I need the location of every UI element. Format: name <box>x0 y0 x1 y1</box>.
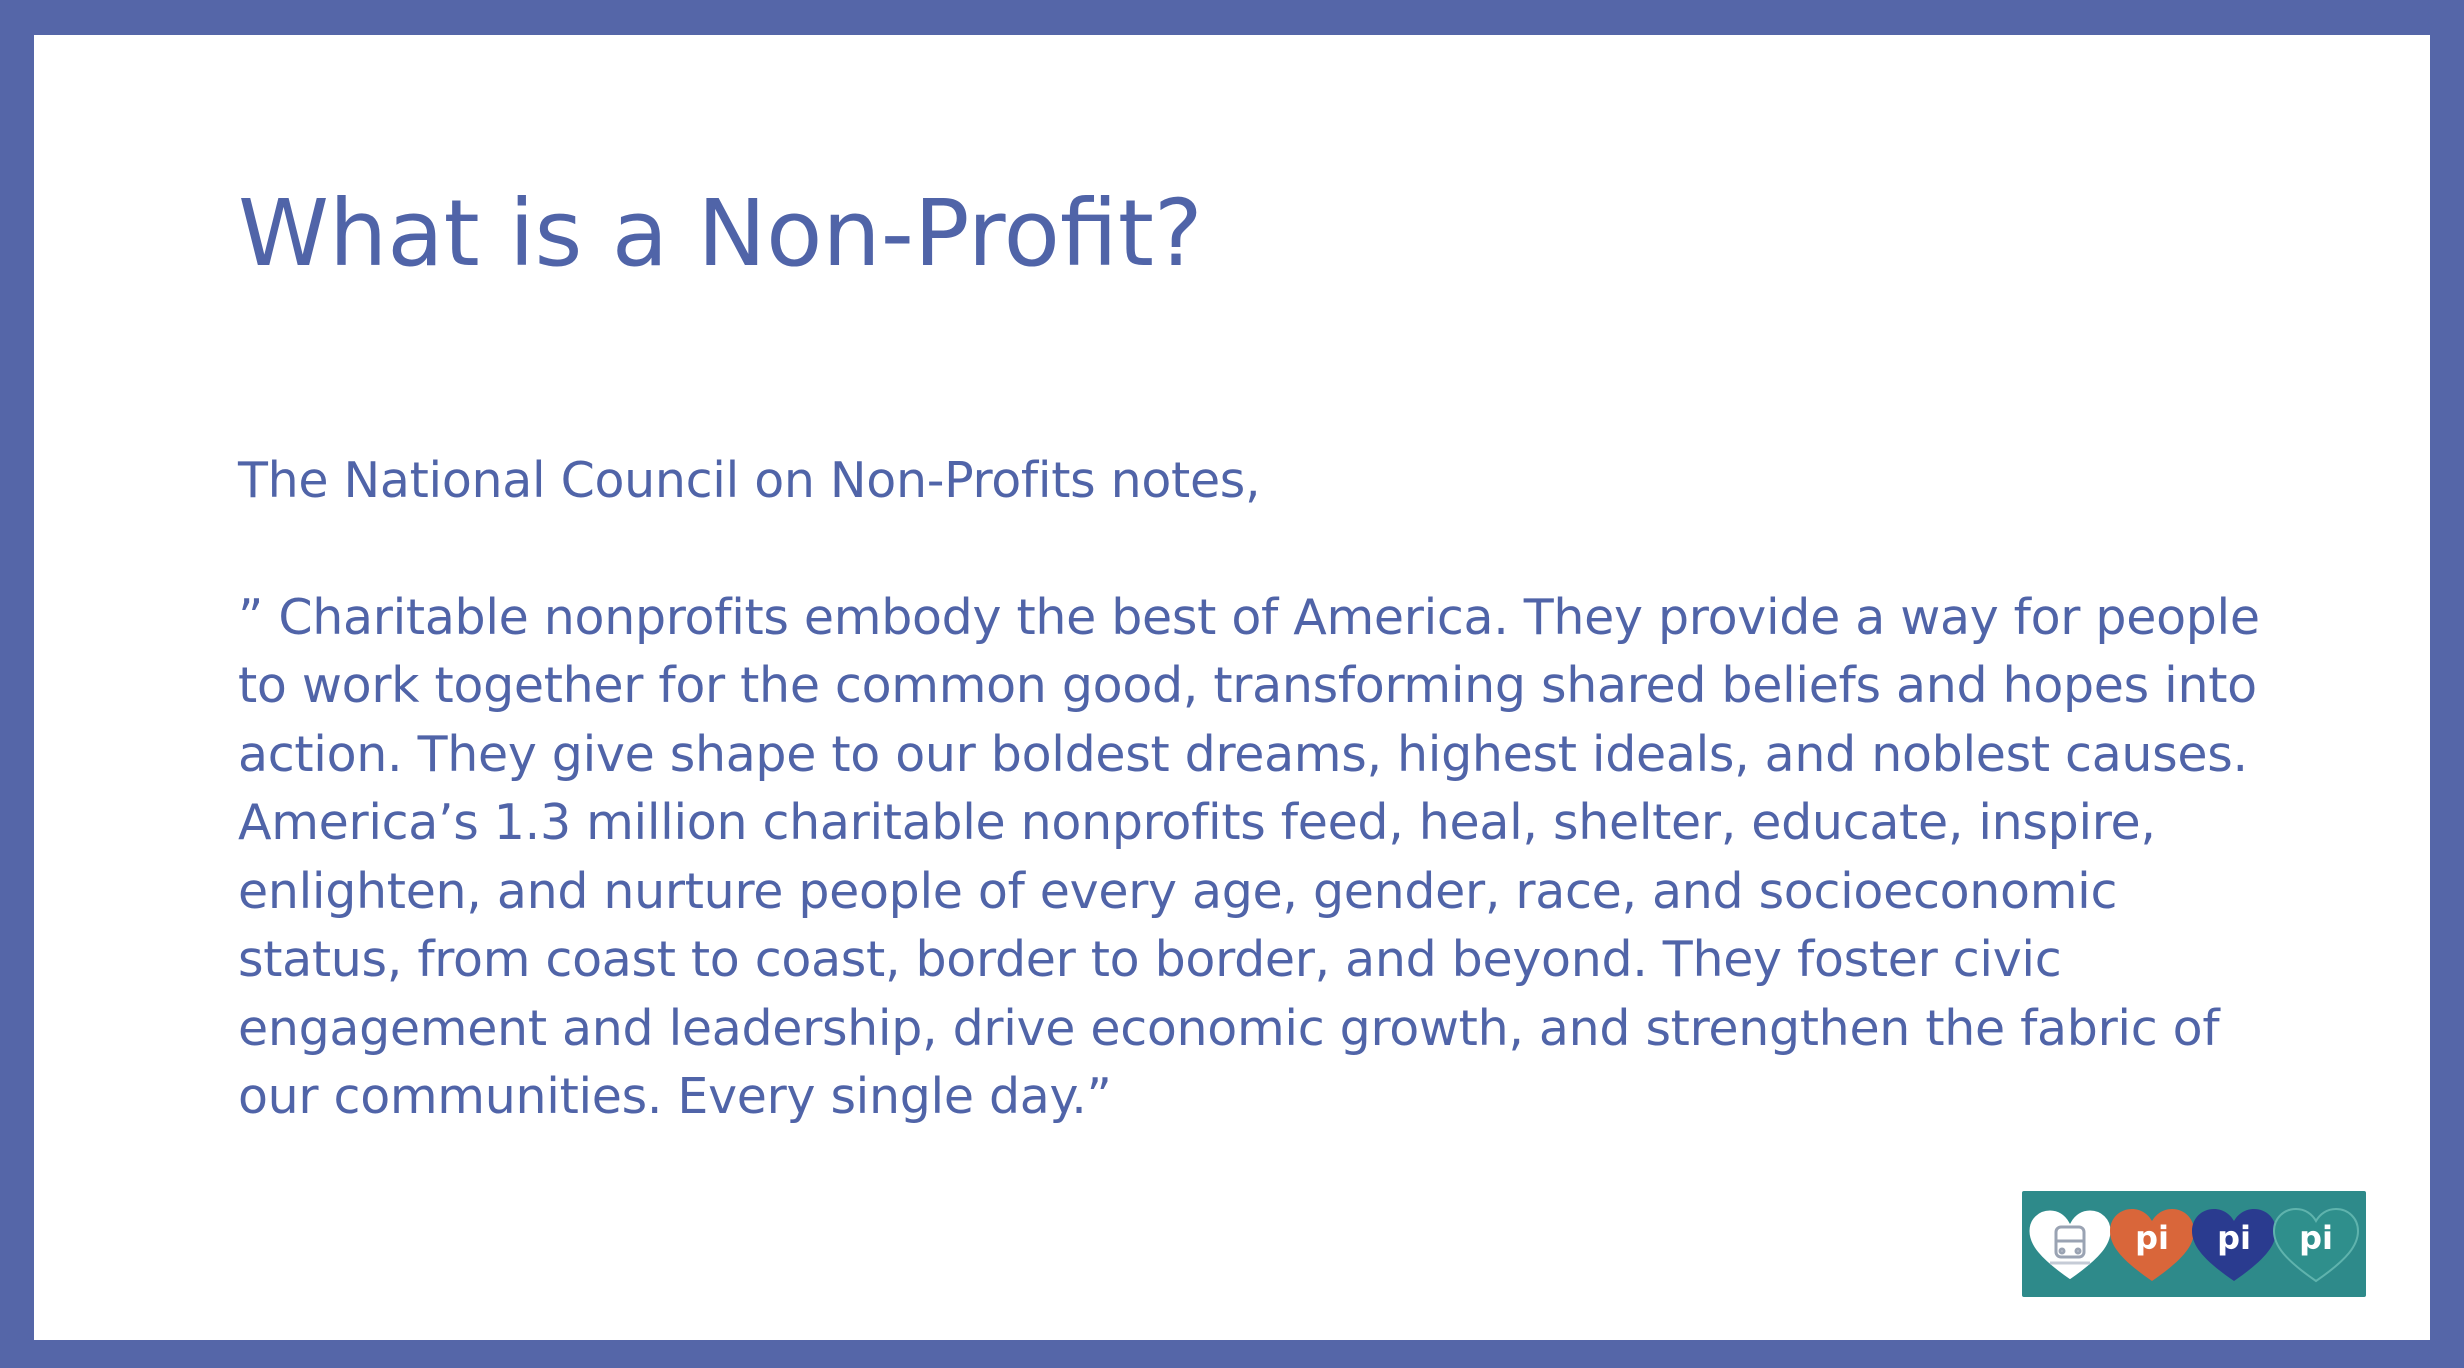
intro-text: The National Council on Non-Profits note… <box>238 452 1261 509</box>
slide: What is a Non-Profit? The National Counc… <box>34 35 2430 1340</box>
paragraph-spacer <box>238 516 2288 584</box>
heart-icon-teal: pi <box>2272 1207 2360 1283</box>
slide-title: What is a Non-Profit? <box>238 180 1203 287</box>
bus-icon <box>2050 1225 2090 1265</box>
heart-icon-orange: pi <box>2110 1209 2194 1281</box>
heart-icon-navy: pi <box>2192 1209 2276 1281</box>
slide-body: The National Council on Non-Profits note… <box>238 447 2288 1132</box>
heart-label: pi <box>2299 1219 2333 1257</box>
heart-label: pi <box>2135 1219 2169 1257</box>
heart-label: pi <box>2217 1219 2251 1257</box>
bus-heart-icon <box>2026 1207 2114 1283</box>
organization-logo: pi pi pi <box>2022 1191 2366 1297</box>
quote-text: ” Charitable nonprofits embody the best … <box>238 588 2260 1126</box>
